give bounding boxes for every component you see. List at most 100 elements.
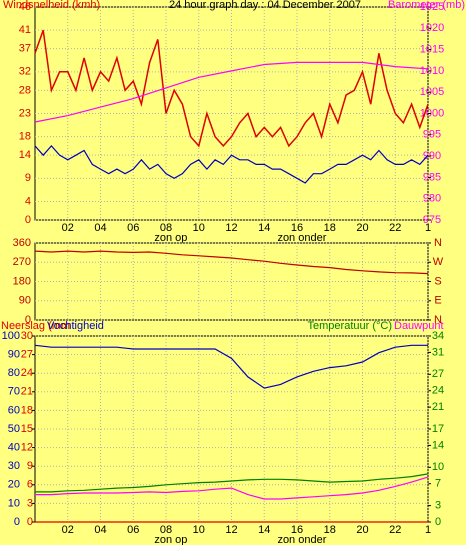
- series-line: [34, 144, 429, 184]
- series-line: [35, 473, 429, 493]
- y-tick-label: 360: [13, 237, 31, 249]
- x-tick-label: 10: [193, 524, 205, 536]
- y-axis-title: Windsnelheid (kmh): [3, 0, 100, 11]
- y2-tick-label: 7: [435, 478, 441, 490]
- y-tick-label: 23: [19, 107, 31, 119]
- x-tick-label: 02: [62, 524, 74, 536]
- y-tick-label: 80: [8, 367, 20, 379]
- y-tick-label: 18: [19, 131, 31, 143]
- series-line: [35, 476, 429, 500]
- y2-tick-label: 990: [423, 150, 441, 162]
- y-tick-label: 32: [19, 66, 31, 78]
- y2-tick-label: 985: [423, 171, 441, 183]
- y-tick-label: 0: [25, 314, 31, 326]
- annotation: zon op: [154, 534, 187, 545]
- x-tick-label: 02: [62, 222, 74, 234]
- y-tick-label: 60: [8, 404, 20, 416]
- y2-tick-label: 3: [435, 499, 441, 511]
- y3-tick-label: 12: [21, 442, 33, 454]
- x-tick-label: 16: [291, 524, 303, 536]
- x-tick-label: 1: [425, 222, 431, 234]
- x-tick-label: 14: [258, 524, 270, 536]
- series-line: [34, 29, 429, 148]
- y-tick-label: 90: [8, 349, 20, 361]
- y-tick-label: 30: [8, 460, 20, 472]
- y2-tick-label: 975: [423, 214, 441, 226]
- x-tick-label: 18: [324, 222, 336, 234]
- x-tick-label: 08: [160, 222, 172, 234]
- y2-tick-label: 1025: [420, 1, 444, 13]
- y2-tick-label: 24: [432, 385, 444, 397]
- y3-tick-label: 9: [27, 460, 33, 472]
- y-tick-label: 90: [19, 295, 31, 307]
- y3-tick-label: 27: [21, 349, 33, 361]
- x-tick-label: 08: [160, 524, 172, 536]
- y-tick-label: 9: [25, 172, 31, 184]
- y2-tick-label: E: [434, 295, 441, 307]
- y3-tick-label: 3: [27, 497, 33, 509]
- y2-tick-label: 27: [432, 368, 444, 380]
- y2-tick-label: 1005: [420, 86, 444, 98]
- x-tick-label: 22: [389, 524, 401, 536]
- y-tick-label: 4: [25, 195, 31, 207]
- x-tick-label: 18: [324, 524, 336, 536]
- y3-tick-label: 24: [21, 367, 33, 379]
- y2-tick-label: 1020: [420, 22, 444, 34]
- y-tick-label: 100: [2, 330, 20, 342]
- y3-tick-label: 30: [21, 330, 33, 342]
- y3-tick-label: 18: [21, 404, 33, 416]
- y-tick-label: 41: [19, 24, 31, 36]
- y-tick-label: 70: [8, 386, 20, 398]
- x-tick-label: 1: [425, 524, 431, 536]
- y2-tick-label: 34: [432, 330, 444, 342]
- y3-tick-label: 0: [27, 516, 33, 528]
- y-tick-label: 40: [8, 442, 20, 454]
- y2-tick-label: 10: [432, 461, 444, 473]
- annotation: zon onder: [277, 232, 326, 244]
- y2-tick-label: 1015: [420, 44, 444, 56]
- y2-tick-label: 995: [423, 129, 441, 141]
- y2-tick-label: S: [434, 275, 441, 287]
- series-line: [34, 61, 429, 123]
- y2-tick-label: N: [434, 237, 442, 249]
- y3-tick-label: 21: [21, 386, 33, 398]
- y2-tick-label: 31: [432, 346, 444, 358]
- y2-tick-label: N: [434, 314, 442, 326]
- x-tick-label: 04: [94, 524, 106, 536]
- y2-tick-label: 21: [432, 401, 444, 413]
- plot-area: [34, 6, 429, 221]
- x-tick-label: 20: [356, 524, 368, 536]
- x-tick-label: 12: [225, 222, 237, 234]
- y3-tick-label: 15: [21, 423, 33, 435]
- y-tick-label: 270: [13, 256, 31, 268]
- y-tick-label: 10: [8, 497, 20, 509]
- y2-tick-label: 17: [432, 423, 444, 435]
- x-tick-label: 10: [193, 222, 205, 234]
- y2-tick-label: 1010: [420, 65, 444, 77]
- plot-area: [34, 242, 429, 321]
- y2-axis-title: Barometer (mb): [388, 0, 465, 11]
- y-tick-label: 14: [19, 149, 31, 161]
- series-line: [34, 250, 429, 275]
- legend-entry: Vochtigheid: [47, 320, 104, 332]
- y2-tick-label: 0: [435, 516, 441, 528]
- y3-tick-label: 6: [27, 479, 33, 491]
- x-tick-label: 16: [291, 222, 303, 234]
- y-tick-label: 0: [14, 516, 20, 528]
- y-tick-label: 180: [13, 275, 31, 287]
- chart-title: 24 hour graph day : 04 December 2007: [169, 0, 361, 11]
- annotation: zon onder: [277, 534, 326, 545]
- y-tick-label: 20: [8, 479, 20, 491]
- legend-entry: Neerslag (mm: [1, 320, 70, 332]
- x-tick-label: 06: [127, 524, 139, 536]
- annotation: zon op: [154, 232, 187, 244]
- y2-tick-label: W: [433, 256, 444, 268]
- y-tick-label: 46: [19, 1, 31, 13]
- y-tick-label: 28: [19, 84, 31, 96]
- legend-entry: Temperatuur (°C): [308, 320, 392, 332]
- y-tick-label: 0: [25, 214, 31, 226]
- x-tick-label: 20: [356, 222, 368, 234]
- legend-entry: Dauwpunt: [394, 320, 444, 332]
